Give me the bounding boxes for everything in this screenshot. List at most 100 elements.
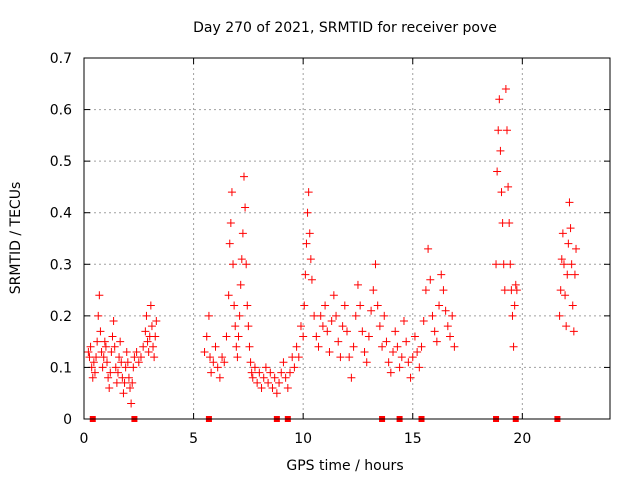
- data-point: [127, 399, 136, 408]
- data-point: [89, 358, 98, 367]
- data-point: [119, 389, 128, 398]
- data-point: [321, 301, 330, 310]
- data-point: [202, 332, 211, 341]
- data-point: [90, 368, 99, 377]
- data-point: [369, 286, 378, 295]
- data-point: [417, 342, 426, 351]
- data-point: [380, 311, 389, 320]
- data-point: [239, 172, 248, 181]
- data-point: [509, 342, 518, 351]
- chart-title: Day 270 of 2021, SRMTID for receiver pov…: [193, 20, 497, 36]
- data-point: [261, 363, 270, 372]
- data-point: [129, 363, 138, 372]
- data-point: [302, 239, 311, 248]
- data-point: [568, 301, 577, 310]
- y-axis-label: SRMTID / TECUs: [8, 182, 24, 295]
- data-point: [511, 280, 520, 289]
- data-point: [227, 188, 236, 197]
- data-point: [275, 378, 284, 387]
- data-point: [120, 378, 129, 387]
- data-point: [257, 384, 266, 393]
- data-point: [413, 347, 422, 356]
- data-point: [245, 342, 254, 351]
- data-point: [128, 378, 137, 387]
- data-point: [115, 353, 124, 362]
- x-tick-label: 10: [294, 431, 312, 447]
- data-point: [334, 337, 343, 346]
- data-point: [222, 332, 231, 341]
- data-point: [367, 306, 376, 315]
- data-point: [226, 219, 235, 228]
- data-point: [510, 301, 519, 310]
- data-point: [268, 384, 277, 393]
- data-point: [307, 275, 316, 284]
- y-tick-label: 0.7: [50, 51, 72, 67]
- data-point: [410, 332, 419, 341]
- data-point: [506, 260, 515, 269]
- data-point: [572, 244, 581, 253]
- data-point: [306, 255, 315, 264]
- data-point: [391, 327, 400, 336]
- data-point: [563, 270, 572, 279]
- data-point: [389, 347, 398, 356]
- data-point: [149, 342, 158, 351]
- x-axis-label: GPS time / hours: [286, 458, 403, 474]
- data-point: [224, 291, 233, 300]
- data-point: [143, 337, 152, 346]
- data-point: [124, 373, 133, 382]
- data-point: [237, 255, 246, 264]
- data-point: [292, 342, 301, 351]
- data-point: [305, 229, 314, 238]
- data-point: [279, 358, 288, 367]
- data-point: [382, 337, 391, 346]
- data-point: [446, 332, 455, 341]
- data-point: [569, 327, 578, 336]
- data-point: [121, 363, 130, 372]
- data-point: [378, 342, 387, 351]
- data-point: [281, 373, 290, 382]
- data-point: [139, 342, 148, 351]
- y-tick-label: 0.4: [50, 206, 72, 222]
- data-point: [318, 322, 327, 331]
- data-point: [253, 378, 262, 387]
- data-point: [290, 363, 299, 372]
- x-tick-label: 0: [80, 431, 89, 447]
- data-point: [204, 311, 213, 320]
- data-point: [402, 337, 411, 346]
- data-point: [215, 373, 224, 382]
- data-point: [430, 327, 439, 336]
- data-point: [236, 280, 245, 289]
- data-point: [371, 260, 380, 269]
- data-point: [432, 337, 441, 346]
- data-point: [353, 280, 362, 289]
- data-point: [349, 342, 358, 351]
- data-point: [96, 327, 105, 336]
- data-point: [299, 332, 308, 341]
- data-point: [99, 353, 108, 362]
- data-point: [327, 317, 336, 326]
- grid-lines: [84, 58, 610, 419]
- data-point: [206, 353, 215, 362]
- y-tick-label: 0.6: [50, 103, 72, 119]
- data-point: [564, 239, 573, 248]
- data-point: [286, 368, 295, 377]
- data-point: [565, 198, 574, 207]
- data-point: [343, 327, 351, 336]
- data-point: [408, 353, 417, 362]
- data-point: [209, 358, 218, 367]
- data-point: [496, 146, 505, 155]
- data-point: [375, 322, 384, 331]
- data-point: [235, 311, 244, 320]
- data-point: [347, 373, 356, 382]
- data-point: [86, 342, 95, 351]
- data-point: [246, 358, 255, 367]
- data-point: [136, 353, 145, 362]
- data-point: [314, 342, 323, 351]
- data-point: [244, 322, 253, 331]
- data-point: [122, 347, 131, 356]
- data-point: [493, 167, 502, 176]
- data-point: [325, 347, 334, 356]
- data-point: [146, 301, 155, 310]
- data-point: [211, 342, 220, 351]
